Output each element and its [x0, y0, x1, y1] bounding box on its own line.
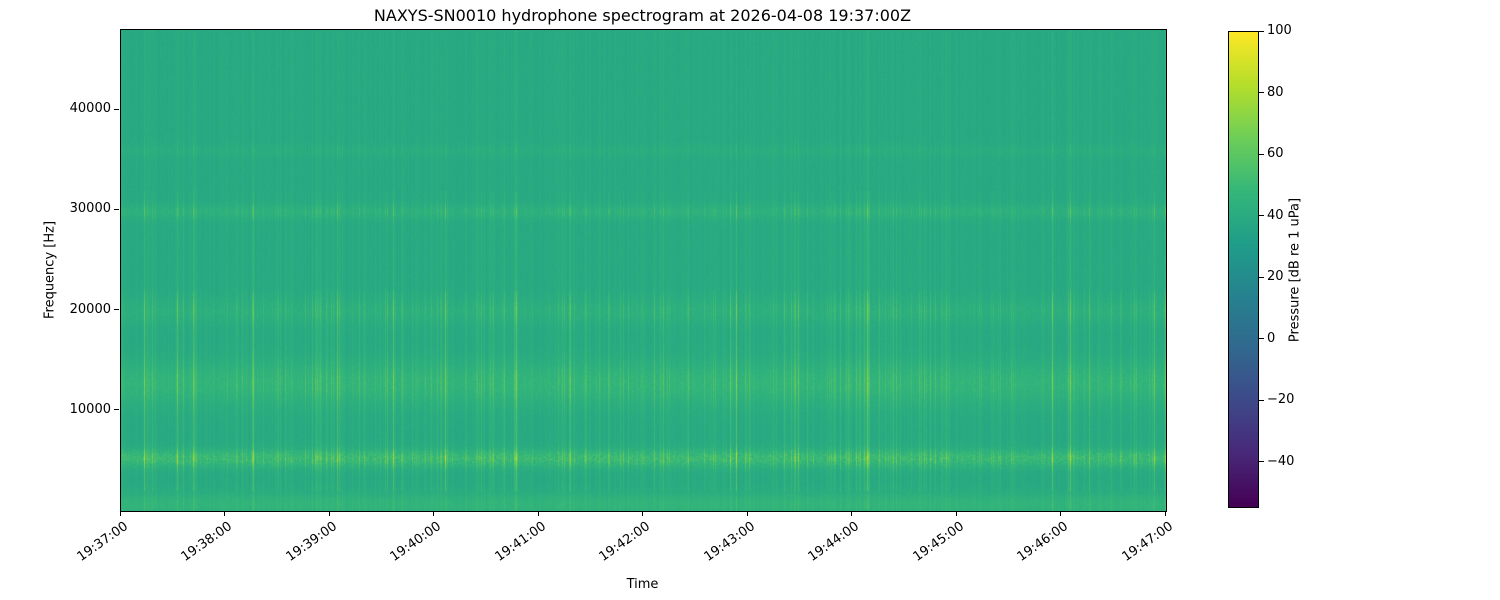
- x-tick-label: 19:42:00: [596, 519, 654, 565]
- colorbar-tick-label: 100: [1267, 23, 1292, 38]
- x-axis-label: Time: [626, 577, 659, 592]
- x-tick-label: 19:38:00: [178, 519, 236, 565]
- colorbar-tick-label: 0: [1267, 330, 1276, 346]
- x-tick-mark: [328, 511, 330, 516]
- y-tick-label: 30000: [69, 201, 111, 217]
- x-tick-label: 19:40:00: [387, 519, 445, 565]
- x-tick-mark: [224, 511, 225, 516]
- x-tick-mark: [119, 511, 121, 516]
- colorbar-tick-mark: [1259, 215, 1264, 217]
- x-tick-mark: [1164, 511, 1166, 516]
- x-tick-mark: [642, 511, 643, 516]
- colorbar-label: Pressure [dB re 1 uPa]: [1287, 197, 1303, 343]
- y-tick-label: 40000: [69, 101, 111, 117]
- chart-title: NAXYS-SN0010 hydrophone spectrogram at 2…: [373, 6, 912, 25]
- y-tick-mark: [114, 208, 119, 210]
- colorbar-tick-label: −40: [1267, 453, 1295, 469]
- x-tick-label: 19:46:00: [1014, 519, 1072, 565]
- colorbar-tick-label: 40: [1267, 207, 1284, 223]
- x-tick-label: 19:41:00: [492, 519, 549, 565]
- colorbar-tick-mark: [1259, 92, 1264, 94]
- colorbar-gradient: [1229, 32, 1258, 507]
- colorbar-tick-label: 20: [1267, 269, 1284, 285]
- x-tick-label: 19:43:00: [701, 519, 758, 565]
- x-tick-mark: [955, 511, 957, 516]
- colorbar-tick-label: 80: [1267, 84, 1284, 100]
- colorbar-tick-mark: [1259, 276, 1264, 278]
- plot-area: [120, 29, 1167, 512]
- x-tick-label: 19:39:00: [283, 519, 340, 565]
- colorbar-tick-mark: [1259, 30, 1264, 32]
- colorbar-tick-label: 60: [1267, 146, 1284, 162]
- x-tick-mark: [746, 511, 748, 516]
- x-tick-label: 19:47:00: [1119, 519, 1176, 565]
- colorbar-tick-mark: [1259, 399, 1264, 401]
- colorbar-tick-label: −20: [1267, 392, 1295, 408]
- x-tick-mark: [433, 511, 434, 516]
- y-tick-mark: [114, 409, 119, 411]
- y-tick-mark: [114, 108, 119, 110]
- colorbar: [1228, 31, 1259, 508]
- colorbar-tick-mark: [1259, 338, 1264, 340]
- y-tick-label: 20000: [69, 301, 111, 317]
- x-tick-mark: [851, 511, 852, 516]
- x-tick-mark: [1060, 511, 1061, 516]
- colorbar-tick-mark: [1259, 153, 1264, 155]
- spectrogram-canvas: [121, 30, 1166, 511]
- x-tick-label: 19:45:00: [910, 519, 967, 565]
- x-tick-mark: [537, 511, 539, 516]
- x-tick-label: 19:37:00: [74, 519, 131, 565]
- y-tick-mark: [114, 309, 119, 311]
- y-tick-label: 10000: [69, 401, 111, 417]
- x-tick-label: 19:44:00: [805, 519, 863, 565]
- colorbar-tick-mark: [1259, 461, 1264, 463]
